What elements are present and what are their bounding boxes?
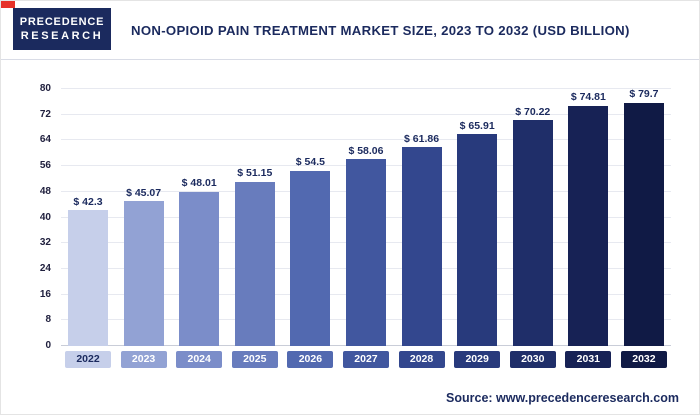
bar-2026 — [290, 170, 331, 346]
y-tick-label: 72 — [39, 108, 51, 120]
bar-value-label: $ 42.3 — [73, 195, 103, 208]
bar-slot: $ 45.07 — [121, 89, 167, 346]
year-chip-2027: 2027 — [342, 351, 389, 368]
bar-slot: $ 51.15 — [232, 89, 278, 346]
bar-2028 — [401, 147, 442, 346]
bar-chart: 0 8 16 24 32 40 48 56 64 72 80 $ 42.3 $ 45.07 $ 48.0… — [21, 73, 681, 373]
year-chip-2023: 2023 — [120, 351, 167, 368]
logo-text-line1: PRECEDENCE — [19, 15, 105, 28]
bar-slot: $ 42.3 — [65, 89, 111, 346]
bar-value-label: $ 54.5 — [295, 156, 325, 169]
y-tick-label: 8 — [45, 314, 51, 326]
year-chip-2022: 2022 — [65, 351, 111, 368]
bar-slot: $ 65.91 — [454, 89, 500, 346]
logo-text-line2: RESEARCH — [20, 30, 104, 42]
bar-slot: $ 48.01 — [176, 89, 222, 346]
bar-value-label: $ 70.22 — [515, 105, 551, 118]
bar-value-label: $ 58.06 — [348, 144, 384, 157]
year-chip-2030: 2030 — [509, 351, 556, 368]
y-tick-label: 40 — [39, 211, 51, 223]
y-axis-labels: 0 8 16 24 32 40 48 56 64 72 80 — [21, 84, 55, 351]
year-chip-2028: 2028 — [398, 351, 445, 368]
bar-value-label: $ 74.81 — [570, 91, 606, 104]
y-tick-label: 0 — [45, 340, 51, 351]
precedence-research-logo: PRECEDENCE RESEARCH — [13, 8, 111, 50]
bar-2031 — [568, 105, 609, 346]
bar-2024 — [179, 191, 220, 346]
bar-2025 — [234, 181, 275, 346]
gridline — [61, 88, 671, 89]
bar-value-label: $ 65.91 — [459, 119, 495, 132]
plot-area: $ 42.3 $ 45.07 $ 48.01 $ 51.15 $ 54.5 $ 58.06… — [61, 88, 671, 346]
source-text: Source: www.precedenceresearch.com — [446, 391, 679, 405]
bars: $ 42.3 $ 45.07 $ 48.01 $ 51.15 $ 54.5 $ 58.06… — [61, 89, 671, 346]
bar-2023 — [123, 201, 164, 346]
bar-value-label: $ 48.01 — [181, 177, 217, 190]
y-tick-label: 56 — [39, 160, 51, 172]
year-chip-2025: 2025 — [231, 351, 278, 368]
y-tick-label: 64 — [39, 134, 51, 146]
bar-value-label: $ 79.7 — [629, 88, 659, 100]
y-tick-label: 80 — [39, 83, 51, 94]
bar-slot: $ 79.7 — [621, 89, 667, 346]
y-tick-label: 32 — [39, 237, 51, 249]
bar-slot: $ 74.81 — [565, 89, 611, 346]
bar-2030 — [512, 120, 553, 346]
year-chip-2024: 2024 — [176, 351, 223, 368]
year-chip-2032: 2032 — [620, 351, 667, 368]
gridline — [61, 113, 671, 115]
y-tick-label: 16 — [39, 288, 51, 300]
bar-slot: $ 70.22 — [510, 89, 556, 346]
bar-2032 — [623, 102, 664, 346]
bar-slot: $ 61.86 — [399, 89, 445, 346]
bar-value-label: $ 51.15 — [237, 167, 273, 180]
bar-slot: $ 54.5 — [287, 89, 333, 346]
bar-slot: $ 58.06 — [343, 89, 389, 346]
bar-value-label: $ 45.07 — [126, 186, 162, 199]
x-axis-chips: 2022 2023 2024 2025 2026 2027 2028 2029 2030 2031… — [61, 351, 671, 369]
chart-title: NON-OPIOID PAIN TREATMENT MARKET SIZE, 2… — [131, 22, 630, 38]
year-chip-2026: 2026 — [287, 351, 334, 368]
gridline — [61, 139, 671, 141]
year-chip-2029: 2029 — [454, 351, 501, 368]
y-tick-label: 24 — [39, 262, 51, 274]
bar-value-label: $ 61.86 — [404, 132, 440, 145]
red-corner-accent — [1, 1, 15, 8]
y-tick-label: 48 — [39, 185, 51, 197]
bar-2029 — [457, 134, 498, 346]
header: PRECEDENCE RESEARCH NON-OPIOID PAIN TREA… — [1, 1, 699, 60]
bar-2022 — [68, 210, 108, 346]
year-chip-2031: 2031 — [565, 351, 612, 368]
bar-2027 — [345, 159, 386, 346]
